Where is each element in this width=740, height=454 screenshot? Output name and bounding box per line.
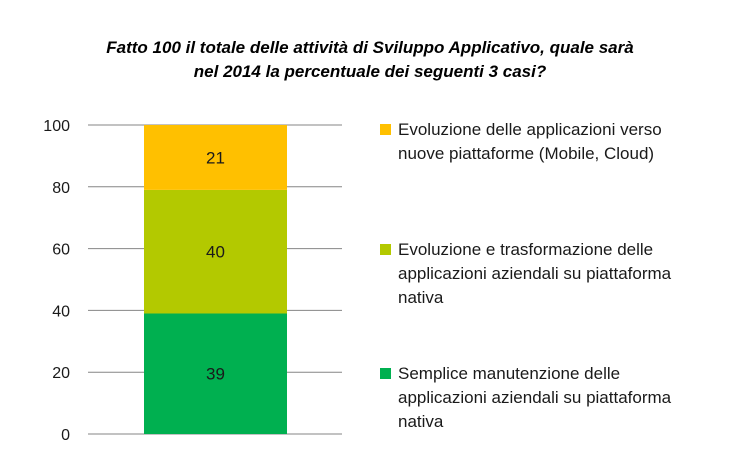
y-tick-label: 20 bbox=[52, 365, 70, 382]
legend-line: nuove piattaforme (Mobile, Cloud) bbox=[398, 144, 655, 163]
y-tick-label: 60 bbox=[52, 242, 70, 259]
legend-line: Semplice manutenzione delle bbox=[398, 364, 621, 383]
legend-line: applicazioni aziendali su piattaforma bbox=[398, 264, 672, 283]
legend-swatch-manutenzione bbox=[380, 368, 391, 379]
y-tick-label: 100 bbox=[43, 118, 70, 135]
chart-title-line-1: Fatto 100 il totale delle attività di Sv… bbox=[106, 38, 634, 57]
legend-line: Evoluzione delle applicazioni verso bbox=[398, 120, 662, 139]
legend-text-trasformazione: Evoluzione e trasformazione delle applic… bbox=[398, 238, 728, 310]
legend-line: Evoluzione e trasformazione delle bbox=[398, 240, 654, 259]
bar-segment bbox=[144, 189, 287, 314]
legend-text-manutenzione: Semplice manutenzione delle applicazioni… bbox=[398, 362, 728, 434]
y-tick-label: 80 bbox=[52, 180, 70, 197]
bar-segment bbox=[144, 125, 287, 190]
data-label: 40 bbox=[206, 243, 225, 262]
data-label: 39 bbox=[206, 365, 225, 384]
legend-line: nativa bbox=[398, 412, 444, 431]
chart-title-line-2: nel 2014 la percentuale dei seguenti 3 c… bbox=[193, 62, 547, 81]
legend-line: applicazioni aziendali su piattaforma bbox=[398, 388, 672, 407]
data-label: 21 bbox=[206, 148, 225, 167]
y-tick-label: 0 bbox=[61, 427, 70, 444]
y-tick-label: 40 bbox=[52, 303, 70, 320]
legend-swatch-nuove-piattaforme bbox=[380, 124, 391, 135]
chart-title: Fatto 100 il totale delle attività di Sv… bbox=[40, 36, 700, 84]
bar-segment bbox=[144, 313, 287, 434]
legend-line: nativa bbox=[398, 288, 444, 307]
legend-swatch-trasformazione bbox=[380, 244, 391, 255]
legend-text-nuove-piattaforme: Evoluzione delle applicazioni verso nuov… bbox=[398, 118, 728, 166]
